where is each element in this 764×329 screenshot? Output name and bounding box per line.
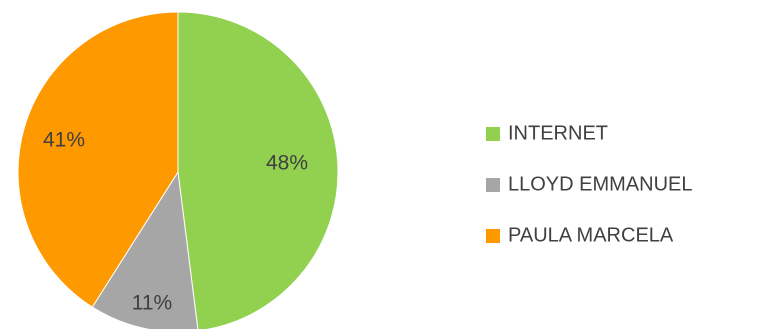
pie-data-labels: 48% 11% 41% [43,129,308,315]
data-label-internet: 48% [266,152,308,175]
legend-swatch-paula-marcela [486,229,500,243]
pie-slices [17,11,339,329]
legend-swatch-internet [486,127,500,141]
legend-label-lloyd-emmanuel: LLOYD EMMANUEL [508,173,693,195]
legend-label-paula-marcela: PAULA MARCELA [508,224,674,246]
data-label-paula-marcela: 41% [43,129,85,152]
pie-slice-paula-marcela [17,11,179,308]
legend: INTERNET LLOYD EMMANUEL PAULA MARCELA [486,122,693,246]
pie-slice-internet [177,11,339,329]
legend-label-internet: INTERNET [508,122,608,144]
pie-slice-lloyd-emmanuel [91,170,199,329]
data-label-lloyd-emmanuel: 11% [132,292,172,315]
legend-swatch-lloyd-emmanuel [486,178,500,192]
